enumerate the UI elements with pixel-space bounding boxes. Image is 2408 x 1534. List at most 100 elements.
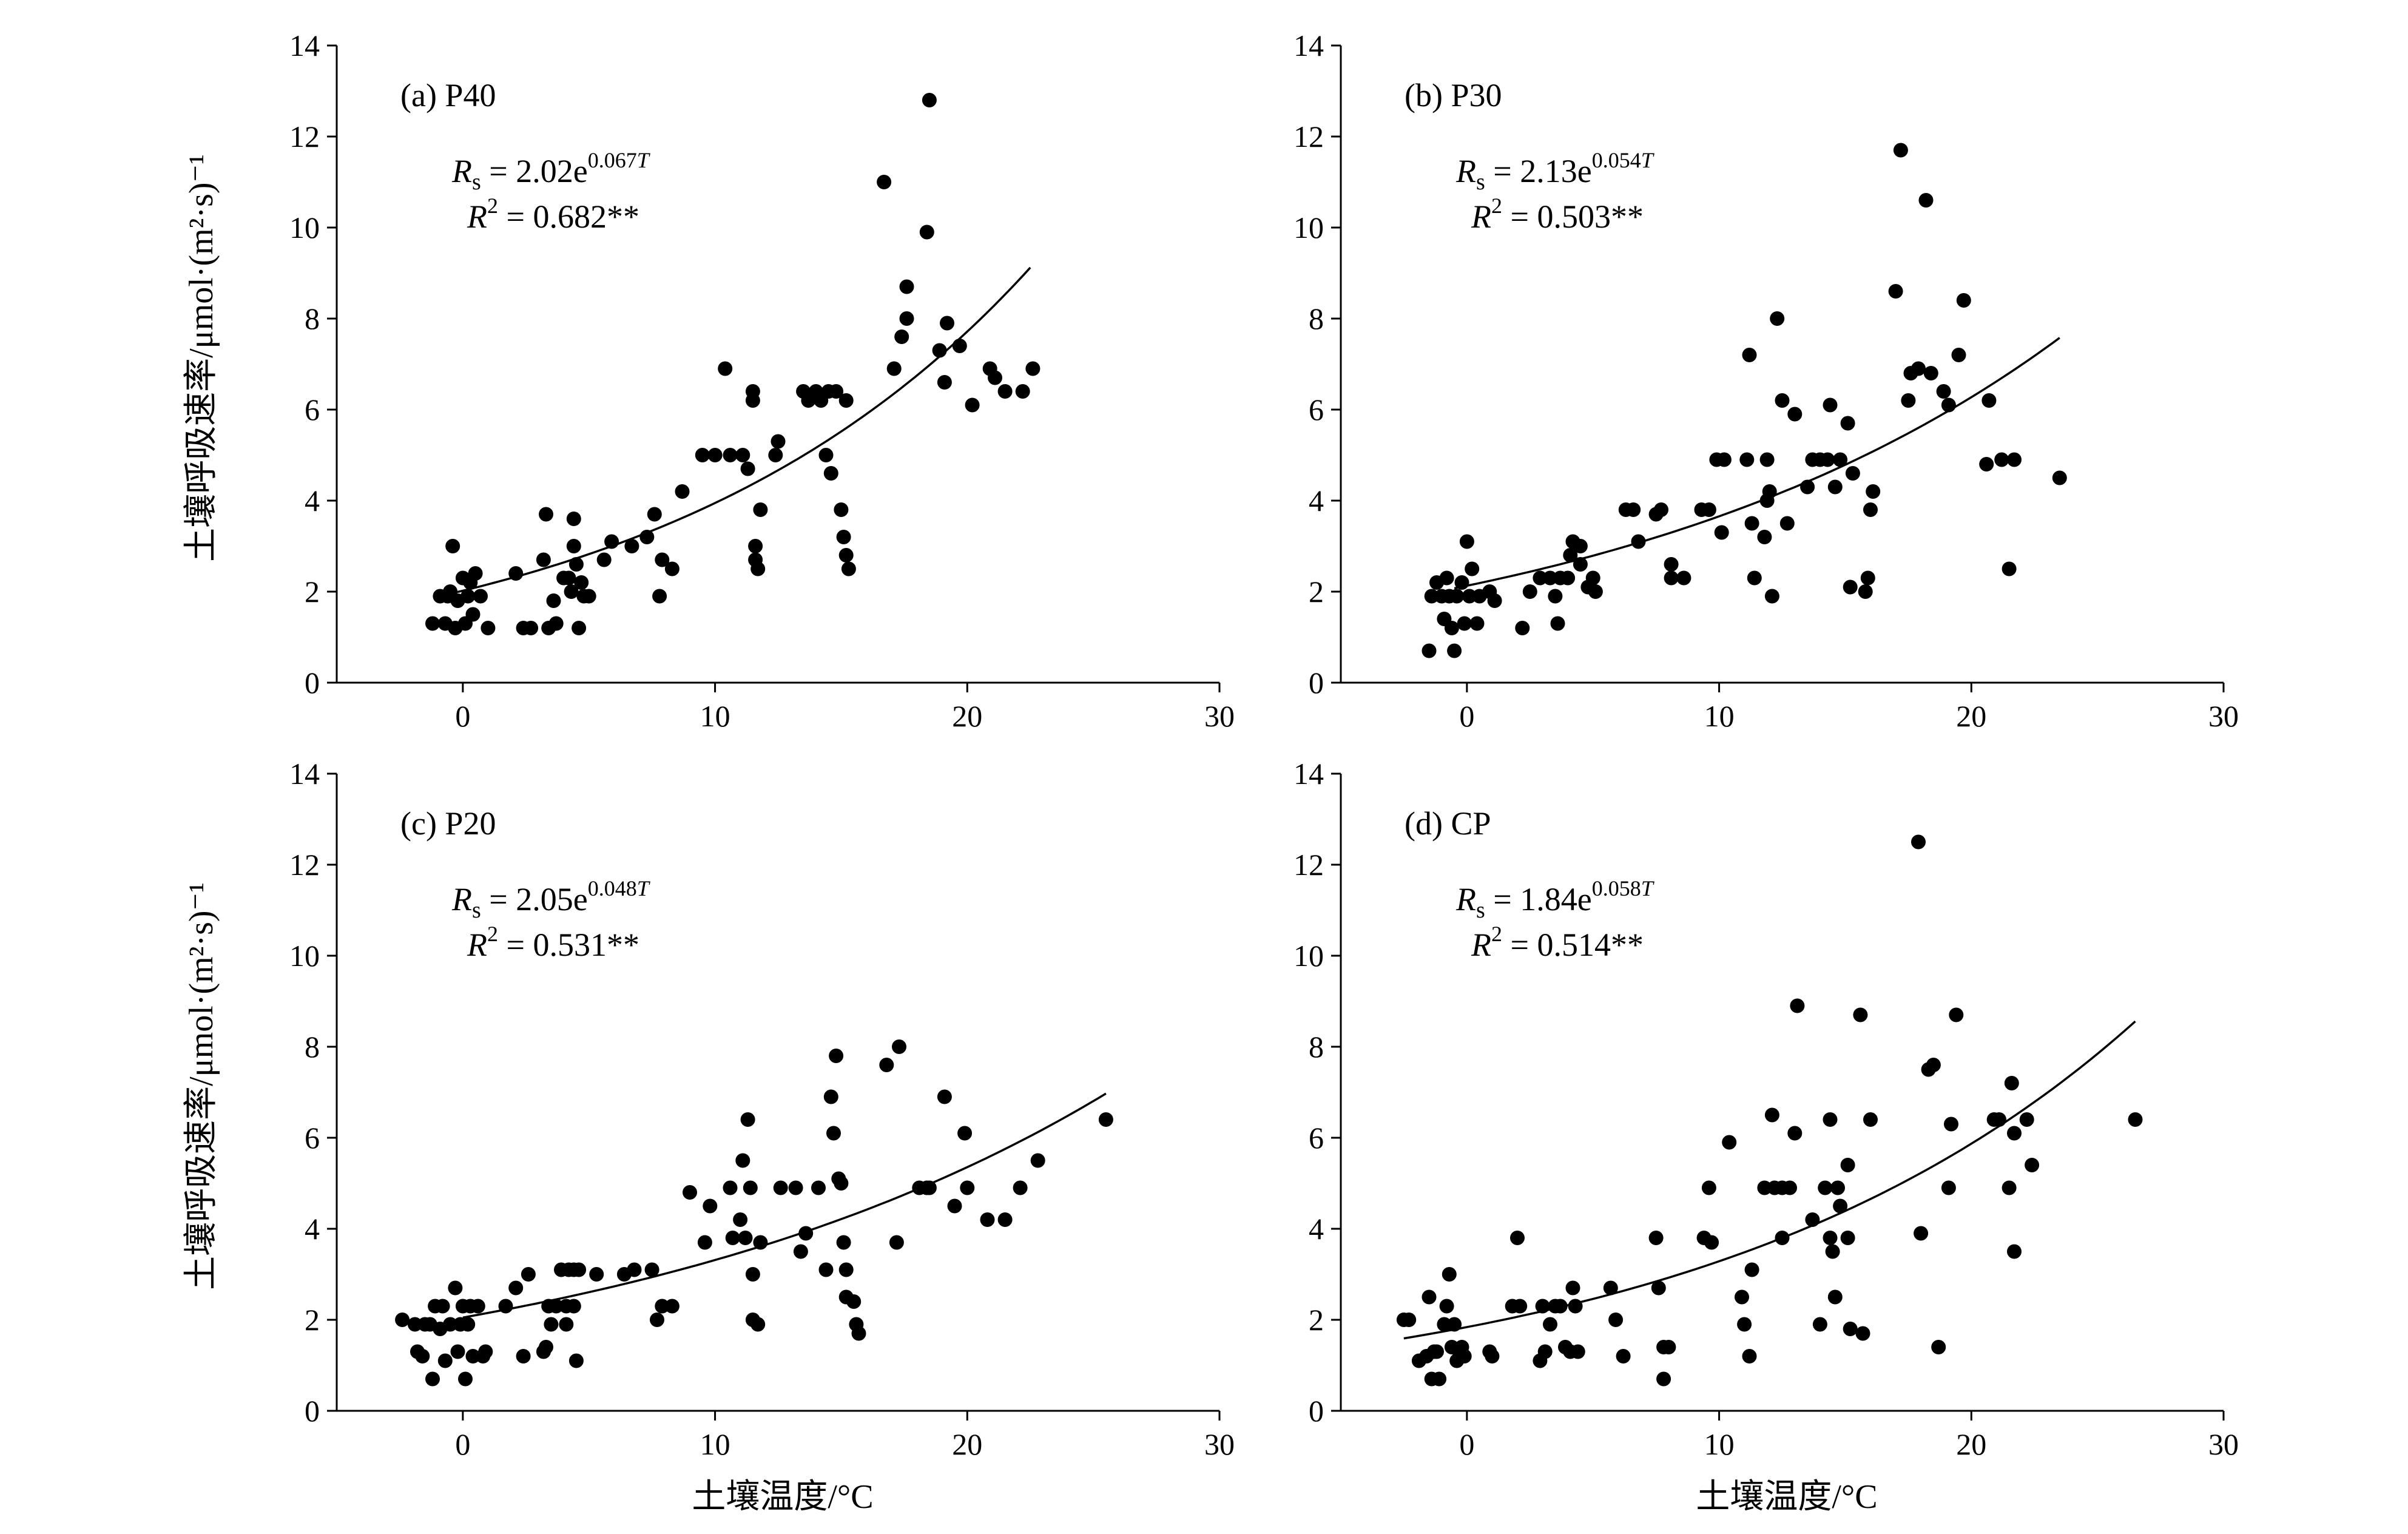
fit-curve bbox=[450, 266, 1031, 595]
panel-1: 0 2 4 6 8 10 12 14 0 10 20 30 (a) P40 Rs = 2.02e0.067… bbox=[289, 29, 1235, 733]
data-point bbox=[1656, 1371, 1671, 1387]
data-point bbox=[940, 316, 954, 331]
data-point bbox=[1992, 1112, 2006, 1127]
data-point bbox=[1457, 616, 1472, 631]
data-point bbox=[1787, 407, 1803, 422]
panel-3: 0 2 4 6 8 10 12 14 0 10 20 30 (c) P20 Rs = 2.05e0.048… bbox=[289, 757, 1235, 1461]
data-point bbox=[1823, 397, 1838, 413]
data-point bbox=[1648, 1231, 1664, 1245]
y-tick-label: 4 bbox=[305, 1212, 320, 1246]
data-point bbox=[1563, 548, 1578, 563]
fit-r-squared: R2 = 0.503** bbox=[1471, 194, 1644, 235]
data-point bbox=[415, 1349, 430, 1363]
data-point bbox=[683, 1185, 697, 1200]
data-point bbox=[922, 1180, 937, 1195]
data-point bbox=[1888, 284, 1903, 299]
fit-equation: Rs = 2.05e0.048T bbox=[451, 876, 651, 923]
y-tick-label: 4 bbox=[1309, 484, 1324, 518]
panel-4: 0 2 4 6 8 10 12 14 0 10 20 30 (d) CP Rs = 1.84e0.058T… bbox=[1293, 757, 2239, 1461]
data-point bbox=[1981, 393, 1997, 408]
data-point bbox=[536, 552, 551, 567]
data-point bbox=[753, 1235, 768, 1250]
data-point bbox=[1510, 1231, 1525, 1245]
data-point bbox=[1735, 1289, 1749, 1305]
data-point bbox=[1422, 643, 1437, 658]
data-point bbox=[1462, 589, 1477, 604]
data-point bbox=[735, 448, 750, 462]
data-point bbox=[1764, 589, 1779, 604]
data-point bbox=[695, 448, 710, 462]
x-tick-label: 0 bbox=[1459, 1427, 1474, 1461]
data-point bbox=[1676, 570, 1691, 586]
y-tick-label: 8 bbox=[305, 302, 320, 336]
data-point bbox=[823, 1089, 838, 1104]
data-point bbox=[1845, 466, 1860, 481]
data-point bbox=[1764, 1107, 1779, 1123]
data-point bbox=[2019, 1112, 2034, 1127]
data-point bbox=[443, 1317, 458, 1332]
y-tick-label: 10 bbox=[289, 939, 320, 973]
data-point bbox=[899, 279, 914, 294]
data-point bbox=[1823, 1112, 1838, 1127]
data-point bbox=[2002, 561, 2017, 576]
data-point bbox=[624, 539, 639, 553]
data-point bbox=[2007, 1126, 2022, 1141]
data-point bbox=[546, 593, 561, 608]
data-point bbox=[1424, 589, 1439, 604]
y-tick-label: 6 bbox=[305, 393, 320, 427]
data-point bbox=[524, 621, 539, 635]
data-point bbox=[1661, 1340, 1676, 1354]
data-point bbox=[1454, 575, 1469, 590]
data-point bbox=[743, 1180, 758, 1195]
y-tick-label: 10 bbox=[1293, 211, 1324, 245]
data-point bbox=[740, 1112, 755, 1127]
data-point bbox=[425, 616, 440, 631]
data-point bbox=[703, 1198, 718, 1214]
data-point bbox=[564, 584, 579, 599]
y-tick-label: 12 bbox=[1293, 120, 1324, 154]
data-point bbox=[437, 1353, 453, 1368]
data-point bbox=[851, 1326, 866, 1341]
data-point bbox=[470, 1299, 485, 1314]
data-point bbox=[1757, 530, 1772, 544]
data-point bbox=[1800, 479, 1815, 495]
data-point bbox=[1537, 1344, 1553, 1359]
data-point bbox=[952, 339, 967, 353]
data-point bbox=[664, 561, 680, 576]
fit-curve bbox=[1454, 337, 2060, 590]
data-point bbox=[539, 507, 553, 522]
data-point bbox=[1487, 593, 1502, 608]
data-point bbox=[1535, 1299, 1550, 1314]
data-point bbox=[773, 1180, 788, 1195]
data-point bbox=[838, 393, 854, 408]
data-point bbox=[1533, 570, 1548, 586]
data-point bbox=[965, 397, 980, 413]
data-point bbox=[750, 561, 766, 576]
data-point bbox=[745, 393, 760, 408]
data-point bbox=[1098, 1112, 1113, 1127]
x-tick-label: 20 bbox=[1956, 1427, 1986, 1461]
data-point bbox=[1742, 348, 1757, 362]
data-point bbox=[481, 621, 496, 635]
x-tick-label: 30 bbox=[2208, 1427, 2239, 1461]
data-point bbox=[539, 1340, 553, 1354]
data-point bbox=[1994, 452, 2009, 467]
data-point bbox=[458, 1371, 473, 1387]
fit-equation: Rs = 2.13e0.054T bbox=[1455, 148, 1655, 195]
data-point bbox=[1951, 348, 1966, 362]
y-tick-label: 0 bbox=[305, 666, 320, 700]
data-point bbox=[1860, 570, 1875, 586]
data-point bbox=[818, 448, 834, 462]
data-point bbox=[1447, 1317, 1462, 1332]
data-point bbox=[1840, 1158, 1855, 1172]
data-point bbox=[1573, 557, 1588, 572]
data-point bbox=[937, 1089, 952, 1104]
data-point bbox=[2007, 1244, 2022, 1259]
y-tick-label: 4 bbox=[1309, 1212, 1324, 1246]
data-point bbox=[750, 1317, 766, 1332]
data-point bbox=[1941, 397, 1956, 413]
x-tick-label: 0 bbox=[1459, 699, 1474, 733]
data-point bbox=[735, 1153, 750, 1168]
data-point bbox=[1449, 589, 1465, 604]
